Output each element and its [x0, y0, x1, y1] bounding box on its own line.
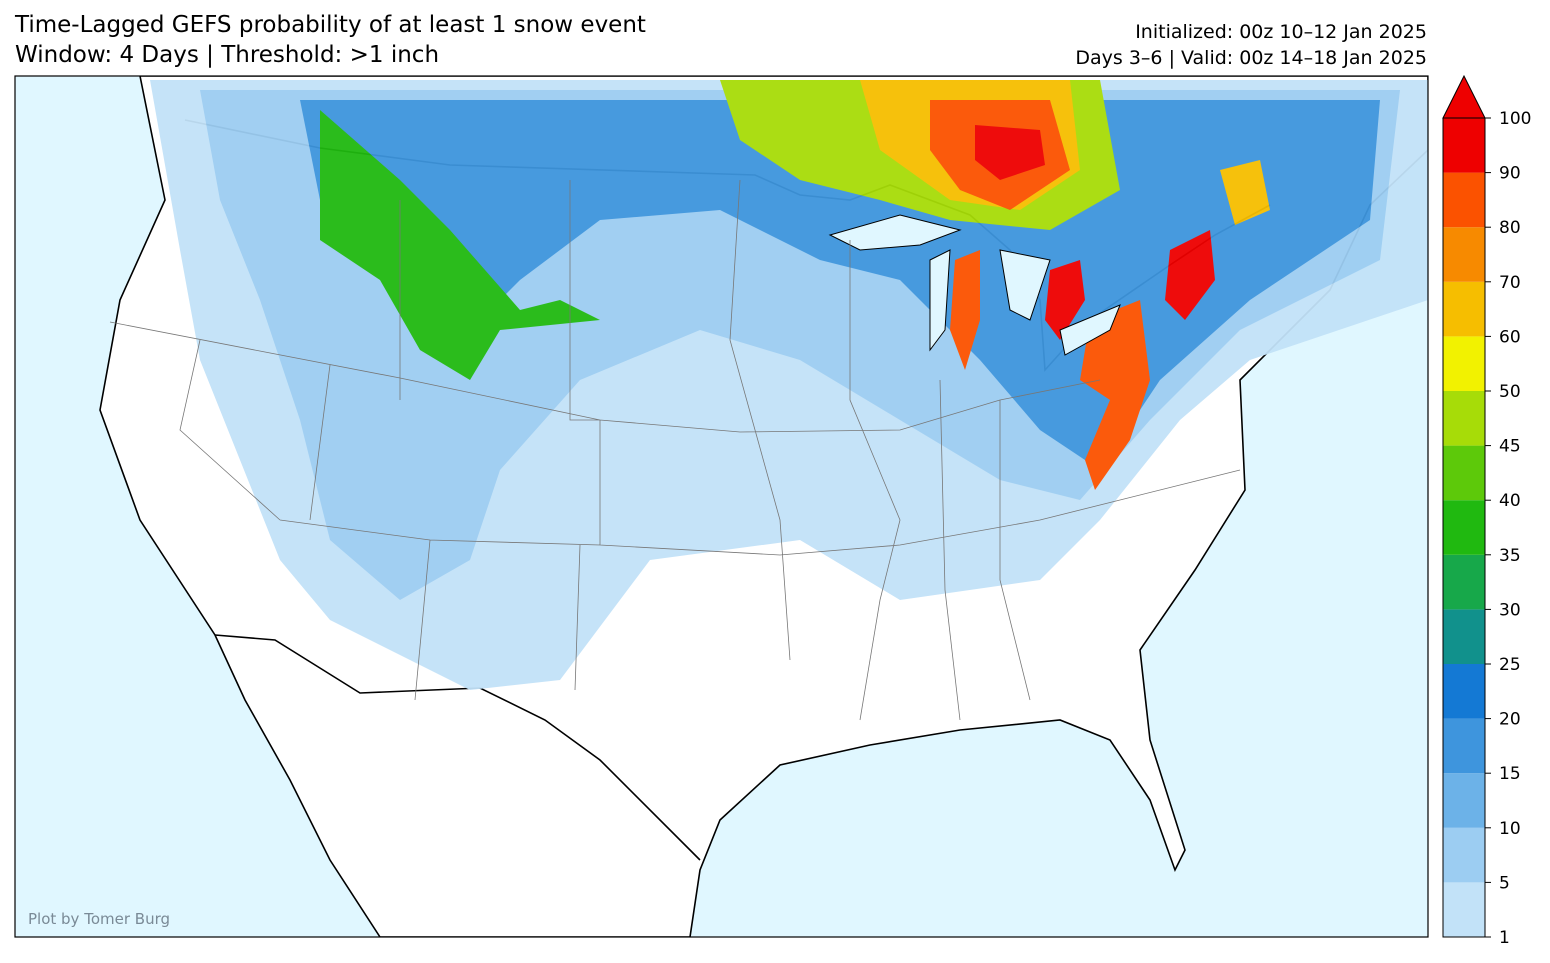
colorbar-bin [1443, 664, 1485, 719]
colorbar-bin [1443, 227, 1485, 282]
state-lines [109, 179, 1241, 721]
colorbar-bin [1443, 718, 1485, 774]
colorbar-tick-label: 80 [1499, 218, 1521, 238]
colorbar-bin [1443, 554, 1485, 610]
great-lakes [828, 214, 1121, 356]
colorbar-tick-label: 15 [1499, 764, 1521, 784]
init-text: Initialized: 00z 10–12 Jan 2025 [1135, 21, 1427, 43]
colorbar-bin [1443, 336, 1485, 391]
colorbar-tick-label: 40 [1499, 491, 1521, 511]
colorbar-tick-label: 20 [1499, 710, 1521, 730]
colorbar-bin [1443, 281, 1485, 337]
colorbar-tick-label: 100 [1499, 109, 1531, 129]
colorbar-frame [1442, 117, 1486, 938]
colorbar-bin [1443, 609, 1485, 664]
colorbar-tick-label: 25 [1499, 655, 1521, 675]
colorbar-bin [1443, 882, 1485, 937]
colorbar-extend [1442, 74, 1486, 119]
colorbar-bin [1443, 773, 1485, 828]
colorbar-tick-label: 70 [1499, 273, 1521, 293]
colorbar-bin [1443, 391, 1485, 446]
colorbar-tick-label: 30 [1499, 600, 1521, 620]
title-line-2: Window: 4 Days | Threshold: >1 inch [15, 42, 439, 68]
colorbar-tick-label: 1 [1499, 928, 1510, 948]
credit: Plot by Tomer Burg [28, 910, 170, 928]
colorbar-tick-label: 35 [1499, 546, 1521, 566]
colorbar-bin [1443, 118, 1485, 173]
colorbar-bin [1443, 500, 1485, 555]
colorbar-bin [1443, 172, 1485, 228]
snow-field [150, 80, 1428, 690]
colorbar-tick-label: 50 [1499, 382, 1521, 402]
colorbar-tick-label: 10 [1499, 819, 1521, 839]
map-frame [14, 75, 1429, 938]
colorbar-tick-label: 90 [1499, 164, 1521, 184]
title-line-1: Time-Lagged GEFS probability of at least… [14, 12, 646, 38]
colorbar-bin [1443, 827, 1485, 883]
map: Plot by Tomer Burg [14, 75, 1429, 938]
colorbar-bin [1443, 445, 1485, 501]
valid-text: Days 3–6 | Valid: 00z 14–18 Jan 2025 [1075, 47, 1427, 69]
colorbar-tick-label: 60 [1499, 327, 1521, 347]
colorbar-tick-label: 5 [1499, 873, 1510, 893]
colorbar-tick-label: 45 [1499, 437, 1521, 457]
